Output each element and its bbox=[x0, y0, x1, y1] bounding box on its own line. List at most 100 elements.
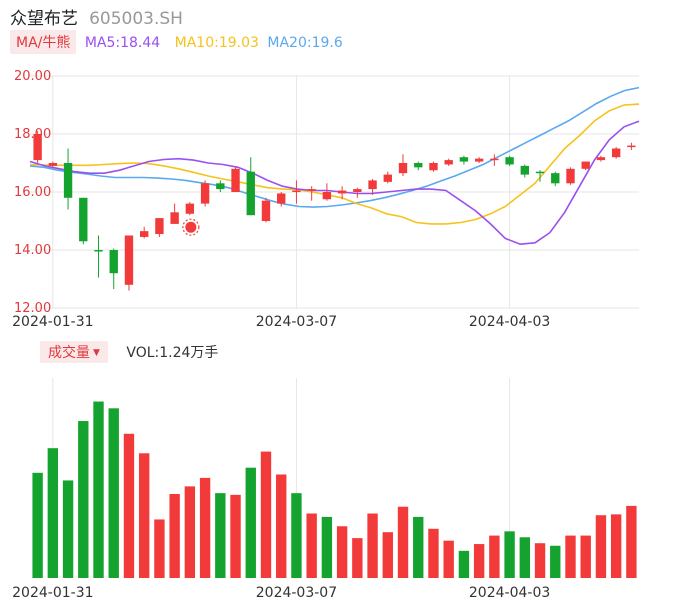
candle bbox=[566, 168, 575, 184]
ma20-legend: MA20:19.6 bbox=[267, 35, 343, 51]
volume-bar bbox=[154, 519, 165, 578]
volume-bar bbox=[245, 467, 256, 578]
ma5-legend: MA5:18.44 bbox=[84, 35, 161, 51]
volume-bar bbox=[534, 543, 546, 578]
volume-bar bbox=[215, 493, 226, 578]
candle bbox=[596, 157, 606, 161]
candle bbox=[459, 157, 469, 162]
stock-name: 众望布艺 bbox=[10, 9, 78, 29]
y-tick-label: 12.00 bbox=[14, 301, 51, 316]
volume-bar bbox=[550, 545, 561, 578]
volume-bar bbox=[184, 486, 196, 578]
candle bbox=[535, 171, 545, 174]
candle bbox=[627, 145, 636, 148]
candle bbox=[140, 231, 149, 237]
ma10-legend: MA10:19.03 bbox=[174, 35, 259, 51]
candle bbox=[581, 161, 590, 169]
candle bbox=[444, 160, 453, 165]
candle bbox=[200, 183, 210, 204]
volume-bar bbox=[504, 531, 515, 578]
volume-bar bbox=[580, 535, 591, 578]
volume-bar bbox=[93, 401, 104, 578]
ma10-line bbox=[29, 103, 640, 225]
y-tick-label: 14.00 bbox=[14, 243, 51, 258]
candle bbox=[79, 197, 88, 242]
volume-bar bbox=[47, 448, 59, 578]
volume-bar bbox=[32, 472, 43, 578]
candle bbox=[292, 190, 301, 193]
ma5-line bbox=[29, 120, 640, 246]
volume-bar bbox=[473, 544, 485, 578]
candle bbox=[33, 134, 42, 161]
volume-bar bbox=[367, 513, 378, 578]
y-tick-label: 16.00 bbox=[14, 185, 51, 200]
candle bbox=[277, 193, 286, 204]
candle bbox=[520, 165, 529, 175]
candle bbox=[505, 157, 514, 165]
candle bbox=[216, 183, 225, 190]
volume-bar bbox=[230, 494, 241, 578]
volume-bar bbox=[139, 453, 150, 578]
candle bbox=[398, 163, 408, 174]
candle bbox=[185, 203, 195, 214]
volume-bar bbox=[428, 528, 439, 578]
volume-bar bbox=[62, 480, 74, 578]
candle bbox=[368, 180, 377, 190]
volume-indicator-selector[interactable]: 成交量 ▼ bbox=[40, 341, 108, 363]
volume-bar bbox=[413, 516, 424, 578]
candle bbox=[124, 235, 134, 285]
volume-bar bbox=[443, 540, 454, 578]
candle bbox=[109, 250, 118, 274]
x-tick-label: 2024-03-07 bbox=[256, 585, 337, 601]
candle bbox=[429, 163, 438, 171]
volume-bar bbox=[78, 421, 89, 578]
candle bbox=[155, 218, 164, 235]
candle bbox=[490, 158, 499, 161]
candle bbox=[261, 200, 271, 221]
stock-header: 众望布艺 605003.SH bbox=[10, 4, 183, 29]
volume-indicator-label: 成交量 bbox=[48, 345, 90, 361]
volume-bar bbox=[123, 433, 135, 578]
candle bbox=[474, 158, 484, 162]
volume-bar bbox=[519, 537, 530, 578]
ma-legend: MA/牛熊 MA5:18.44 MA10:19.03 MA20:19.6 bbox=[10, 30, 343, 54]
candle bbox=[337, 190, 347, 194]
volume-bar bbox=[352, 538, 363, 578]
volume-bar bbox=[260, 451, 272, 578]
candle bbox=[231, 168, 240, 192]
caret-down-icon: ▼ bbox=[93, 348, 100, 358]
x-tick-label: 2024-01-31 bbox=[12, 314, 93, 330]
volume-bar bbox=[382, 532, 393, 578]
candle bbox=[353, 189, 362, 192]
stock-code: 605003.SH bbox=[89, 9, 183, 29]
volume-bar bbox=[397, 506, 409, 578]
volume-value: VOL:1.24万手 bbox=[126, 345, 219, 361]
volume-bar bbox=[108, 408, 119, 578]
volume-bar bbox=[321, 516, 333, 578]
ma-indicator-selector[interactable]: MA/牛熊 bbox=[10, 30, 77, 54]
candle bbox=[246, 171, 255, 216]
x-tick-label: 2024-04-03 bbox=[469, 585, 550, 601]
volume-bar bbox=[489, 535, 500, 578]
ma20-line bbox=[29, 86, 640, 208]
candle bbox=[94, 250, 103, 252]
candle bbox=[170, 212, 179, 224]
volume-bar bbox=[626, 505, 637, 578]
volume-bar bbox=[595, 515, 607, 578]
volume-bar bbox=[291, 493, 302, 578]
x-tick-label: 2024-03-07 bbox=[256, 314, 337, 330]
volume-bar bbox=[458, 550, 470, 578]
candle bbox=[611, 148, 621, 158]
candle bbox=[383, 174, 392, 182]
y-tick-label: 20.00 bbox=[14, 69, 51, 84]
volume-bar bbox=[336, 526, 348, 578]
volume-bar bbox=[565, 535, 576, 578]
bull-bear-icon bbox=[185, 221, 197, 233]
candle bbox=[307, 189, 316, 191]
volume-header: 成交量 ▼ VOL:1.24万手 bbox=[40, 341, 219, 363]
volume-bar bbox=[306, 513, 317, 578]
y-tick-label: 18.00 bbox=[14, 127, 51, 142]
x-tick-label: 2024-04-03 bbox=[469, 314, 550, 330]
candle bbox=[322, 192, 332, 200]
